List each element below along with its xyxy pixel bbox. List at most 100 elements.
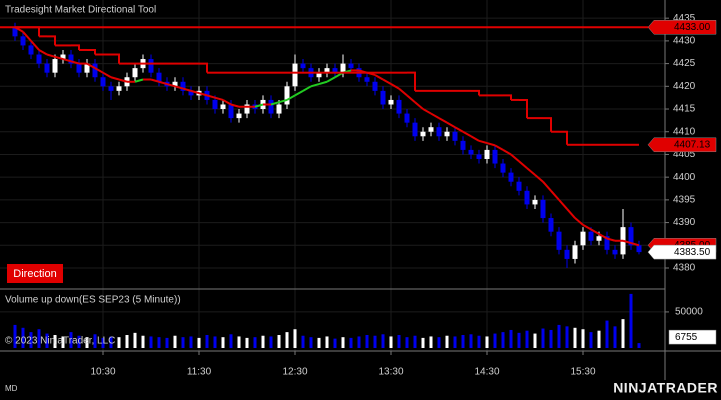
candle-body [580,231,586,246]
volume-bar [381,334,385,348]
candle-body [388,99,394,105]
direction-button-label[interactable]: Direction [13,268,56,280]
volume-bar [517,332,521,348]
moving-average [54,55,64,61]
volume-bar [493,333,497,348]
candle-body [12,27,18,37]
moving-average [430,112,440,119]
direction-button[interactable] [7,264,63,283]
volume-bar [13,324,17,348]
volume-bar [253,337,257,348]
moving-average [438,117,448,124]
candle-body [596,236,602,241]
volume-bar [61,336,65,348]
candle-body [36,54,42,64]
volume-bar [525,330,529,348]
price-marker [647,20,717,35]
candle-body [492,149,498,164]
candle-body [76,63,82,73]
y-tick-label: 4405 [673,149,696,160]
mode: MD [5,384,18,393]
candle-body [380,90,386,105]
candle-body [156,72,162,82]
moving-average [302,85,312,92]
moving-average [422,108,432,115]
chart-title: Tradesight Market Directional Tool [5,5,156,16]
y-tick-label: 4420 [673,81,696,92]
candle-body [412,122,418,137]
candle-body [316,72,322,78]
moving-average [222,99,232,106]
candle-body [284,86,290,105]
trail-stop [407,71,416,91]
moving-average [166,83,176,88]
volume-bar [333,338,337,348]
volume-bar [69,332,73,348]
moving-average [406,94,416,103]
volume-bar [117,337,121,348]
candle-body [268,99,274,114]
moving-average [574,217,584,226]
volume-bar [221,337,225,348]
volume-bar [101,337,105,348]
volume-bar [605,320,609,348]
volume-bar [309,337,313,348]
candle-body [628,227,634,246]
candle-body [404,113,410,123]
candle-body [148,59,154,73]
candle-body [188,90,194,96]
volume-bar [45,333,49,348]
moving-average [254,103,264,108]
x-tick-label: 15:30 [570,367,595,378]
volume-bar [469,334,473,348]
candle-body [516,181,522,191]
candle-body [172,81,178,87]
volume-bar [229,334,233,348]
candle-body [244,104,250,114]
trail-stop [199,62,208,73]
volume-bar [445,335,449,348]
volume-bar [485,336,489,348]
candle-body [116,86,122,91]
volume-bar [149,336,153,348]
volume-bar [349,337,353,348]
volume-bar [581,329,585,348]
volume-bar [269,336,273,348]
volume-bar [165,337,169,348]
moving-average [510,153,520,163]
moving-average [230,103,240,108]
y-tick-label: 4415 [673,104,696,115]
y-tick-label: 4380 [673,263,696,274]
moving-average [598,233,608,240]
candle-body [228,104,234,119]
moving-average [462,130,472,138]
moving-average [622,239,632,244]
candle-body [92,63,98,78]
moving-average [94,67,104,74]
volume-bar [157,337,161,348]
candle-body [100,77,106,87]
candle-body [484,149,490,159]
volume-bar [93,334,97,348]
candle-body [332,68,338,73]
y-tick-label: 4430 [673,36,696,47]
moving-average [134,78,144,83]
candle-body [428,127,434,132]
candle-body [348,63,354,69]
candle-body [548,218,554,232]
volume-bar [549,329,553,348]
moving-average [46,53,56,58]
volume-bar [501,332,505,348]
candle-body [20,36,26,46]
moving-average [310,83,320,88]
y-tick-label: 4410 [673,126,696,137]
candle-body [132,68,138,78]
volume-bar [509,329,513,348]
moving-average [174,85,184,90]
candle-body [180,81,186,91]
trail-stop [519,98,528,119]
candle-body [60,54,66,60]
candle-body [68,54,74,64]
moving-average [150,78,160,83]
